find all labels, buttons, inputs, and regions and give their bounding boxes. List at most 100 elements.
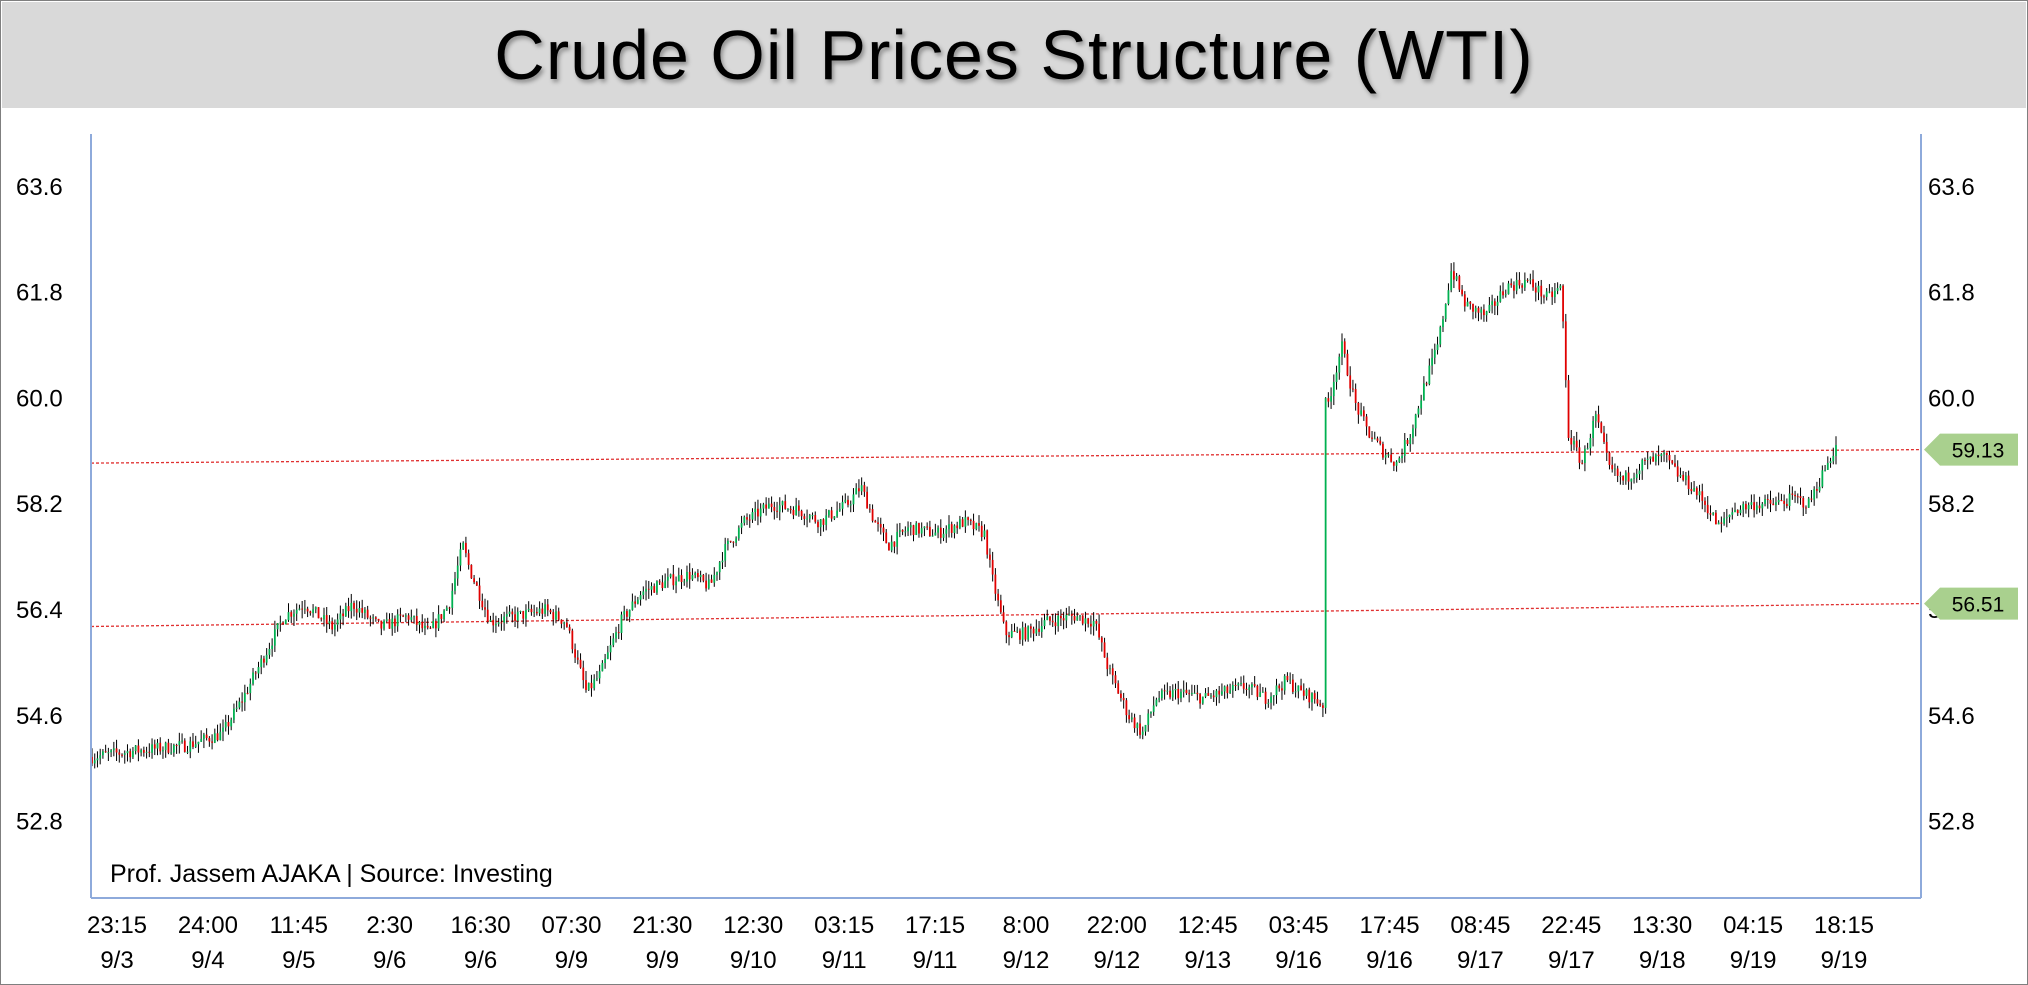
candle-body (1016, 630, 1019, 632)
candle-body (642, 591, 645, 596)
candle-body (1589, 437, 1592, 449)
candle-body (1635, 474, 1638, 478)
candle-body (656, 581, 658, 593)
candle-body (1586, 448, 1589, 450)
candle-body (110, 750, 113, 753)
candle-body (107, 752, 110, 754)
candle-body (1461, 289, 1463, 295)
candle-body (1818, 486, 1821, 491)
candle-body (1160, 690, 1163, 699)
candle-body (942, 533, 945, 538)
candle-body (672, 574, 675, 586)
candle-body (230, 719, 233, 727)
candle-body (664, 580, 667, 588)
candle-body (1646, 458, 1649, 460)
candle-body (650, 586, 653, 590)
candle-body (1431, 357, 1433, 366)
x-tick-time: 13:30 (1632, 912, 1692, 939)
candle-body (707, 579, 710, 589)
x-tick-time: 17:15 (905, 912, 965, 939)
candle-body (486, 609, 489, 622)
candle-body (945, 529, 948, 534)
candle-body (931, 535, 934, 537)
x-tick-date: 9/13 (1184, 947, 1231, 974)
candle-body (978, 523, 980, 526)
candle-body (1712, 512, 1715, 515)
candle-body (866, 491, 869, 509)
candle-body (1038, 628, 1040, 632)
candle-body (868, 508, 871, 510)
candle-body (634, 601, 637, 604)
candle-body (478, 585, 481, 601)
candle-body (167, 742, 170, 753)
candle-body (1253, 684, 1256, 686)
candle-body (440, 614, 443, 620)
x-tick-date: 9/6 (373, 947, 406, 974)
candle-body (1207, 693, 1210, 696)
candle-body (1095, 620, 1098, 624)
candle-body (162, 750, 164, 752)
candle-body (797, 505, 800, 511)
candle-body (677, 575, 680, 582)
candle-body (1747, 505, 1750, 510)
candle-body (574, 649, 576, 658)
candle-body (587, 682, 590, 691)
candle-body (1283, 675, 1286, 691)
candle-body (563, 622, 566, 624)
candle-body (658, 581, 661, 583)
y-tick-label-left: 61.8 (16, 280, 63, 307)
candle-body (1485, 311, 1488, 316)
candle-body (1616, 468, 1619, 476)
candle-body (1455, 276, 1458, 280)
candle-body (358, 608, 361, 613)
candle-body (1608, 452, 1611, 465)
candle-body (1444, 304, 1447, 320)
candle-body (961, 519, 964, 527)
candle-body (1352, 388, 1354, 390)
candle-body (1128, 715, 1131, 720)
candle-body (1032, 628, 1035, 634)
candle-body (1709, 513, 1712, 515)
candle-body (1420, 400, 1423, 409)
candle-body (1622, 475, 1625, 481)
candle-body (874, 520, 877, 523)
candle-body (303, 608, 306, 610)
candle-body (1382, 443, 1384, 458)
candle-body (516, 611, 519, 621)
candle-body (606, 652, 609, 659)
candle-body (481, 600, 484, 608)
x-tick-time: 04:15 (1723, 912, 1783, 939)
candle-body (1483, 309, 1485, 316)
candle-body (216, 733, 219, 741)
candle-body (1106, 657, 1109, 670)
candle-body (1237, 683, 1240, 686)
candle-body (1341, 341, 1343, 357)
candle-body (579, 659, 582, 668)
candle-body (134, 745, 137, 751)
candle-body (1286, 675, 1289, 681)
candle-body (1496, 301, 1499, 306)
candle-body (224, 721, 227, 728)
candle-body (1701, 491, 1704, 501)
candle-body (1745, 503, 1747, 510)
candle-body (1671, 460, 1674, 464)
candle-body (1278, 685, 1281, 689)
candle-body (546, 604, 549, 611)
candle-body (552, 612, 555, 620)
candle-body (1603, 432, 1605, 442)
candle-body (541, 608, 544, 614)
candle-body (1092, 620, 1095, 627)
candle-body (1433, 350, 1436, 358)
candle-body (1693, 487, 1695, 492)
candle-body (1750, 502, 1753, 506)
candle-body (1390, 454, 1393, 462)
candle-body (500, 622, 503, 624)
candle-body (1302, 690, 1305, 696)
candle-body (1081, 615, 1084, 624)
x-tick-time: 8:00 (1003, 912, 1050, 939)
candle-body (151, 744, 153, 753)
candle-body (183, 740, 186, 752)
candle-body (1120, 693, 1122, 698)
candle-body (473, 578, 475, 583)
candle-body (456, 565, 459, 579)
